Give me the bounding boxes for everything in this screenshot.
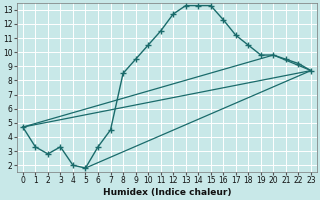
X-axis label: Humidex (Indice chaleur): Humidex (Indice chaleur) <box>103 188 231 197</box>
